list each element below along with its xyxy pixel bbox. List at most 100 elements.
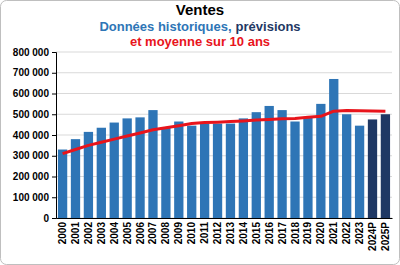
y-tick: 700 000 — [13, 67, 56, 78]
x-tick: 2021 — [328, 218, 339, 244]
y-tick-label: 700 000 — [13, 67, 50, 78]
y-tick-label: 800 000 — [13, 47, 50, 58]
x-tick: 2025P — [380, 218, 391, 251]
subtitle: et moyenne sur 10 ans — [130, 34, 270, 49]
y-axis-line — [52, 53, 57, 219]
x-tick: 2023 — [354, 218, 365, 244]
y-tick-label: 0 — [43, 213, 49, 224]
x-tick-label: 2000 — [57, 222, 68, 245]
y-tick-label: 400 000 — [13, 130, 50, 141]
grid-line — [56, 218, 392, 219]
y-tick-label: 100 000 — [13, 192, 50, 203]
bar — [213, 124, 222, 218]
x-tick-label: 2011 — [199, 222, 210, 244]
y-tick-mark — [52, 177, 56, 178]
frame — [1, 1, 400, 265]
bar — [265, 106, 274, 218]
x-tick: 2008 — [160, 218, 171, 244]
y-tick-mark — [52, 197, 56, 198]
x-tick-label: 2003 — [96, 222, 107, 245]
bar — [290, 122, 299, 218]
grid-line — [56, 114, 392, 115]
bar — [316, 104, 325, 218]
subtitle: Données historiques,prévisions — [99, 19, 300, 34]
x-tick-label: 2018 — [290, 222, 301, 245]
bar — [187, 126, 196, 218]
bar — [252, 112, 261, 218]
x-tick-label: 2015 — [251, 222, 262, 245]
x-tick-label: 2006 — [135, 222, 146, 245]
y-tick-mark — [52, 73, 56, 74]
x-tick: 2020 — [315, 218, 326, 244]
y-tick: 200 000 — [13, 171, 56, 182]
x-tick: 2000 — [57, 218, 68, 244]
plot: 0 100 000 200 000 300 000 400 000 500 000 600 … — [13, 47, 393, 251]
x-tick-label: 2009 — [173, 222, 184, 245]
x-tick: 2016 — [264, 218, 275, 244]
x-tick: 2015 — [251, 218, 262, 244]
y-tick-label: 300 000 — [13, 150, 50, 161]
y-tick-mark — [52, 114, 56, 115]
grid-line — [56, 72, 392, 73]
x-tick: 2010 — [186, 218, 197, 244]
bar — [239, 118, 248, 218]
x-tick: 2014 — [238, 218, 249, 244]
subtitle-part: et moyenne sur 10 ans — [130, 34, 270, 49]
x-tick: 2005 — [122, 218, 133, 244]
y-tick-label: 600 000 — [13, 88, 50, 99]
x-tick: 2013 — [225, 218, 236, 244]
x-tick-label: 2007 — [147, 222, 158, 245]
x-tick: 2007 — [147, 218, 158, 244]
x-axis: 2000200120022003200420052006200720082009… — [57, 218, 393, 251]
x-tick-label: 2012 — [212, 222, 223, 245]
grid-line — [56, 176, 392, 177]
y-tick-mark — [52, 94, 56, 95]
bar — [303, 117, 312, 218]
subtitle-part: prévisions — [236, 19, 301, 34]
bar — [355, 126, 364, 218]
x-tick-label: 2020 — [315, 222, 326, 245]
x-tick-label: 2021 — [328, 222, 339, 245]
x-tick-label: 2016 — [264, 222, 275, 245]
x-tick: 2009 — [173, 218, 184, 244]
y-tick-mark — [52, 218, 56, 219]
x-tick: 2003 — [96, 218, 107, 244]
x-tick-label: 2025P — [380, 222, 391, 251]
x-tick-label: 2014 — [238, 222, 249, 245]
title: Ventes — [176, 1, 224, 18]
bar — [226, 124, 235, 218]
y-tick-label: 200 000 — [13, 171, 50, 182]
bar — [174, 122, 183, 218]
x-tick-label: 2023 — [354, 222, 365, 245]
x-tick: 2001 — [70, 218, 81, 244]
grid-line — [56, 135, 392, 136]
x-tick: 2006 — [135, 218, 146, 244]
x-tick-label: 2004 — [109, 222, 120, 245]
x-tick: 2024P — [367, 218, 378, 251]
bar — [58, 150, 67, 218]
x-tick: 2019 — [302, 218, 313, 244]
y-tick: 0 — [43, 213, 56, 224]
y-tick: 800 000 — [13, 47, 56, 58]
x-tick-label: 2022 — [341, 222, 352, 245]
line — [63, 111, 386, 154]
x-axis-line — [57, 218, 393, 219]
y-tick: 600 000 — [13, 88, 56, 99]
x-tick-label: 2024P — [367, 222, 378, 251]
x-tick: 2018 — [290, 218, 301, 244]
bar-series — [58, 79, 390, 218]
grid-line — [56, 93, 392, 94]
y-tick-label: 500 000 — [13, 109, 50, 120]
y-tick-mark — [52, 52, 56, 53]
y-tick: 100 000 — [13, 192, 56, 203]
x-tick-label: 2013 — [225, 222, 236, 245]
grid-line — [56, 197, 392, 198]
grid — [56, 52, 392, 218]
x-tick: 2022 — [341, 218, 352, 244]
x-tick: 2004 — [109, 218, 120, 244]
x-tick: 2017 — [277, 218, 288, 244]
x-tick-label: 2001 — [70, 222, 81, 245]
x-tick-label: 2008 — [160, 222, 171, 245]
y-tick-mark — [52, 135, 56, 136]
y-tick-mark — [52, 156, 56, 157]
